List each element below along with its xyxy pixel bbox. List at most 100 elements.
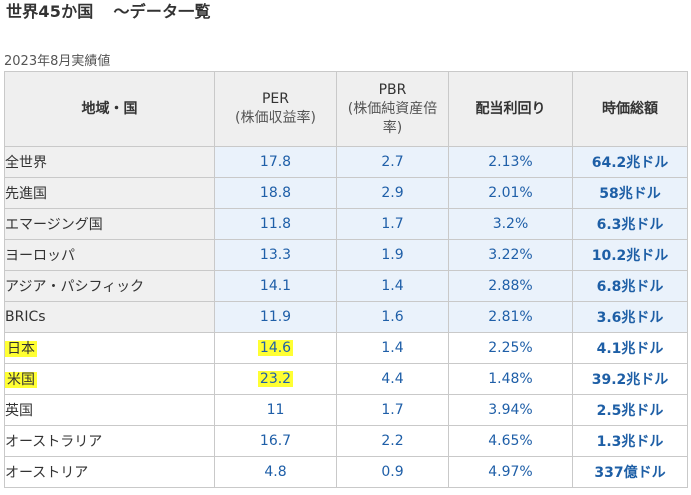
cell-market-cap: 6.3兆ドル: [572, 208, 688, 240]
per-value: 17.8: [259, 154, 292, 170]
table-row: オーストラリア 16.7 2.2 4.65% 1.3兆ドル: [4, 425, 688, 457]
table-row: 先進国 18.8 2.9 2.01% 58兆ドル: [4, 177, 688, 209]
cell-pbr: 1.9: [336, 239, 449, 271]
dividend-value: 3.22%: [488, 247, 533, 263]
cell-per: 14.1: [214, 270, 337, 302]
cell-name: アジア・パシフィック: [4, 270, 215, 302]
cell-dividend: 3.22%: [448, 239, 573, 271]
per-value: 14.1: [259, 278, 292, 294]
cell-name: オーストラリア: [4, 425, 215, 457]
pbr-value: 1.4: [381, 278, 404, 294]
cell-pbr: 1.6: [336, 301, 449, 333]
row-name: 英国: [5, 403, 33, 419]
cell-name: 日本: [4, 332, 215, 364]
cell-pbr: 1.7: [336, 208, 449, 240]
cell-per: 4.8: [214, 456, 337, 488]
table-row: 日本 14.6 1.4 2.25% 4.1兆ドル: [4, 332, 688, 364]
page-title-main: 世界45か国: [6, 2, 94, 21]
cell-market-cap: 2.5兆ドル: [572, 394, 688, 426]
cell-name: 米国: [4, 363, 215, 395]
cell-name: 全世界: [4, 146, 215, 178]
cell-market-cap: 4.1兆ドル: [572, 332, 688, 364]
cell-dividend: 3.94%: [448, 394, 573, 426]
per-value: 23.2: [257, 371, 294, 387]
cell-market-cap: 39.2兆ドル: [572, 363, 688, 395]
cell-dividend: 1.48%: [448, 363, 573, 395]
cell-dividend: 4.97%: [448, 456, 573, 488]
cell-pbr: 2.2: [336, 425, 449, 457]
pbr-value: 1.7: [381, 402, 404, 418]
cell-market-cap: 10.2兆ドル: [572, 239, 688, 271]
cell-per: 11.8: [214, 208, 337, 240]
per-value: 18.8: [259, 185, 292, 201]
row-name: オーストリア: [5, 465, 89, 481]
cell-dividend: 2.25%: [448, 332, 573, 364]
header-market-cap: 時価総額: [572, 71, 688, 147]
cell-market-cap: 337億ドル: [572, 456, 688, 488]
row-name: ヨーロッパ: [5, 248, 75, 264]
market-cap-value: 6.8兆ドル: [596, 279, 664, 295]
cell-per: 17.8: [214, 146, 337, 178]
cell-pbr: 1.7: [336, 394, 449, 426]
table-row: 全世界 17.8 2.7 2.13% 64.2兆ドル: [4, 146, 688, 178]
cell-dividend: 2.13%: [448, 146, 573, 178]
table-header-row: 地域・国 PER (株価収益率) PBR (株価純資産倍 率) 配当利回り 時価…: [4, 71, 688, 147]
dividend-value: 2.13%: [488, 154, 533, 170]
cell-dividend: 2.01%: [448, 177, 573, 209]
cell-dividend: 2.81%: [448, 301, 573, 333]
header-region: 地域・国: [4, 71, 215, 147]
header-per-desc: (株価収益率): [235, 110, 316, 126]
cell-per: 16.7: [214, 425, 337, 457]
cell-market-cap: 1.3兆ドル: [572, 425, 688, 457]
per-value: 4.8: [264, 464, 287, 480]
pbr-value: 4.4: [381, 371, 404, 387]
market-cap-value: 39.2兆ドル: [591, 372, 669, 388]
cell-per: 11: [214, 394, 337, 426]
row-name: 米国: [5, 372, 37, 388]
cell-per: 23.2: [214, 363, 337, 395]
row-name: BRICs: [5, 309, 46, 325]
country-data-table: 地域・国 PER (株価収益率) PBR (株価純資産倍 率) 配当利回り 時価…: [4, 71, 688, 488]
dividend-value: 2.25%: [488, 340, 533, 356]
pbr-value: 2.7: [381, 154, 404, 170]
pbr-value: 1.9: [381, 247, 404, 263]
row-name: 日本: [5, 341, 37, 357]
cell-pbr: 4.4: [336, 363, 449, 395]
header-per-label: PER: [261, 91, 289, 107]
table-row: オーストリア 4.8 0.9 4.97% 337億ドル: [4, 456, 688, 488]
per-value: 13.3: [259, 247, 292, 263]
cell-pbr: 1.4: [336, 270, 449, 302]
pbr-value: 0.9: [381, 464, 404, 480]
pbr-value: 2.2: [381, 433, 404, 449]
dividend-value: 3.94%: [488, 402, 533, 418]
table-body: 全世界 17.8 2.7 2.13% 64.2兆ドル 先進国 18.8 2.9 2.01% 58兆…: [4, 146, 688, 488]
header-per: PER (株価収益率): [214, 71, 337, 147]
row-name: エマージング国: [5, 217, 103, 233]
row-name: アジア・パシフィック: [5, 279, 145, 295]
market-cap-value: 337億ドル: [594, 465, 666, 481]
dividend-value: 4.97%: [488, 464, 533, 480]
cell-market-cap: 3.6兆ドル: [572, 301, 688, 333]
pbr-value: 1.6: [381, 309, 404, 325]
header-pbr-desc-1: (株価純資産倍: [347, 100, 438, 117]
pbr-value: 1.4: [381, 340, 404, 356]
market-cap-value: 64.2兆ドル: [591, 155, 669, 171]
table-row: エマージング国 11.8 1.7 3.2% 6.3兆ドル: [4, 208, 688, 240]
market-cap-value: 1.3兆ドル: [596, 434, 664, 450]
per-value: 14.6: [257, 340, 294, 356]
dividend-value: 3.2%: [492, 216, 529, 232]
cell-name: BRICs: [4, 301, 215, 333]
header-pbr-desc-2: 率): [382, 119, 403, 136]
cell-name: 英国: [4, 394, 215, 426]
cell-dividend: 4.65%: [448, 425, 573, 457]
per-value: 16.7: [259, 433, 292, 449]
table-row: ヨーロッパ 13.3 1.9 3.22% 10.2兆ドル: [4, 239, 688, 271]
cell-market-cap: 58兆ドル: [572, 177, 688, 209]
cell-per: 14.6: [214, 332, 337, 364]
pbr-value: 1.7: [381, 216, 404, 232]
table-row: 米国 23.2 4.4 1.48% 39.2兆ドル: [4, 363, 688, 395]
data-date-caption: 2023年8月実績値: [4, 54, 111, 69]
table-row: 英国 11 1.7 3.94% 2.5兆ドル: [4, 394, 688, 426]
table-row: アジア・パシフィック 14.1 1.4 2.88% 6.8兆ドル: [4, 270, 688, 302]
market-cap-value: 58兆ドル: [599, 186, 661, 202]
